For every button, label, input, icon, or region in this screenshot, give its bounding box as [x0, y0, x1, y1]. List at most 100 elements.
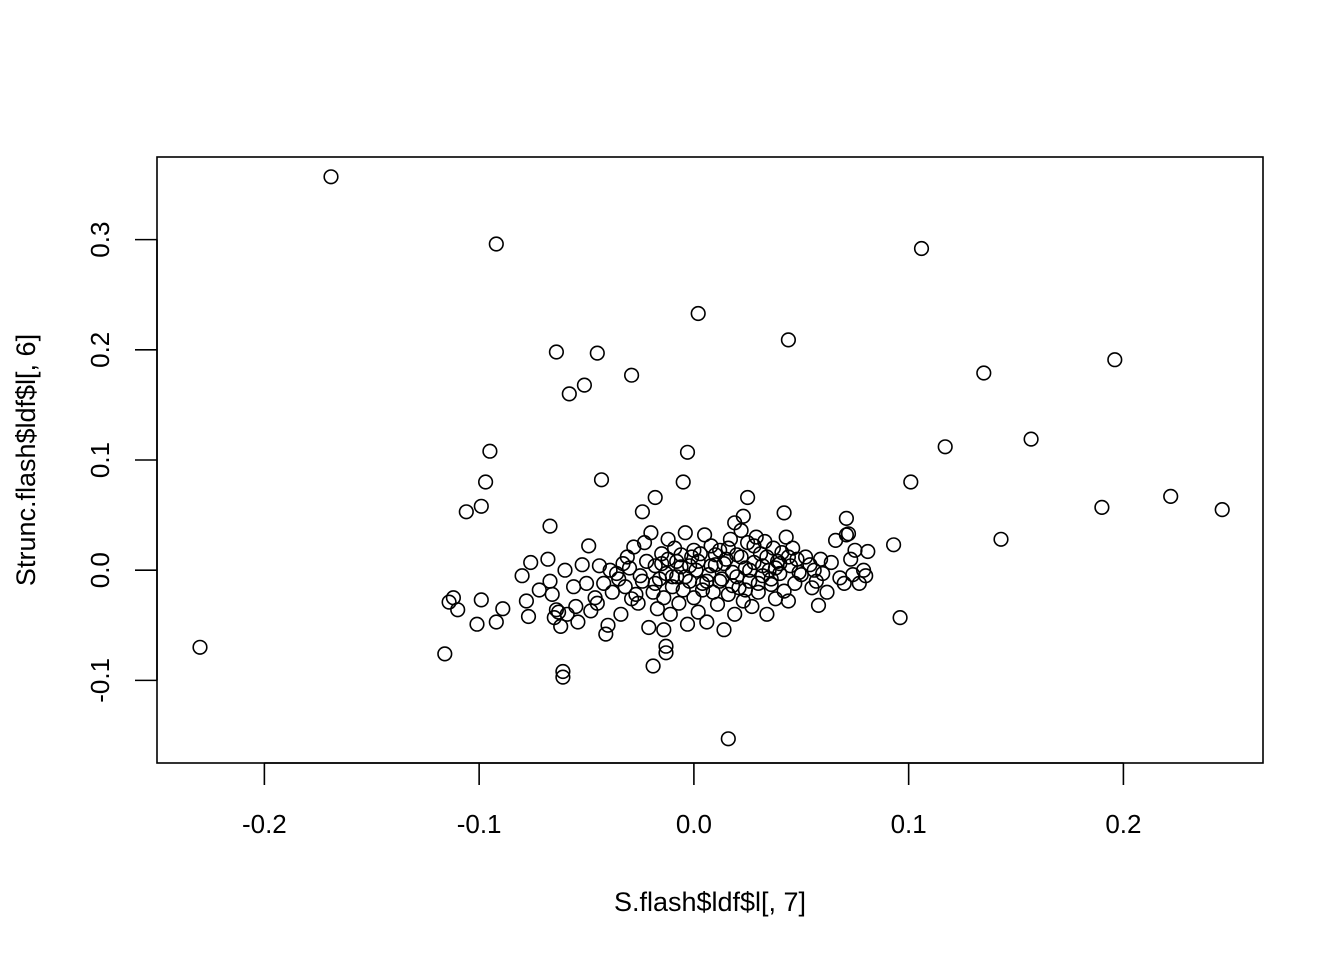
- data-point: [458, 504, 474, 520]
- data-point: [548, 344, 565, 360]
- data-point: [720, 731, 736, 747]
- y-tick-label: 0.1: [85, 442, 115, 478]
- data-point: [664, 579, 681, 595]
- data-point: [441, 594, 457, 610]
- data-point: [469, 616, 485, 632]
- data-point: [735, 593, 751, 609]
- data-point: [729, 569, 745, 585]
- data-point: [615, 555, 631, 572]
- data-point: [553, 618, 569, 635]
- data-point: [596, 575, 612, 592]
- data-point: [847, 542, 863, 558]
- data-point: [656, 590, 672, 606]
- data-point: [611, 571, 627, 587]
- data-point: [722, 531, 739, 547]
- x-tick-label: 0.2: [1105, 809, 1141, 839]
- data-point: [780, 549, 797, 565]
- data-point: [647, 489, 663, 506]
- data-point: [1163, 488, 1179, 505]
- data-point: [623, 367, 640, 383]
- data-point: [581, 538, 597, 554]
- data-point: [776, 583, 792, 599]
- data-point: [578, 575, 595, 592]
- x-tick-label: -0.1: [457, 809, 502, 839]
- data-point: [690, 305, 706, 322]
- data-point: [733, 549, 749, 565]
- x-tick-label: -0.2: [242, 809, 287, 839]
- data-point: [720, 540, 736, 556]
- data-point: [797, 549, 814, 565]
- data-point: [765, 540, 782, 556]
- data-point: [641, 619, 657, 636]
- data-point: [647, 575, 663, 592]
- data-point: [823, 554, 839, 571]
- data-point: [192, 639, 208, 655]
- y-axis-label: Strunc.flash$ldf$l[, 6]: [11, 334, 41, 586]
- data-point: [323, 169, 339, 185]
- data-point: [555, 669, 571, 685]
- data-point: [671, 595, 687, 611]
- data-point: [561, 386, 577, 402]
- data-point: [649, 601, 666, 617]
- y-tick-label: 0.2: [85, 332, 115, 368]
- data-point: [473, 592, 489, 608]
- data-point: [694, 582, 711, 598]
- data-point: [827, 532, 844, 549]
- data-point: [662, 606, 678, 622]
- data-point: [739, 489, 756, 506]
- data-point: [731, 580, 747, 596]
- data-point: [791, 564, 807, 581]
- data-point: [1214, 502, 1230, 518]
- data-point: [568, 598, 584, 615]
- y-tick-label: 0.3: [85, 222, 115, 258]
- x-axis-label: S.flash$ldf$l[, 7]: [614, 887, 806, 917]
- data-point: [518, 593, 535, 609]
- data-point: [632, 568, 648, 584]
- data-point: [679, 616, 696, 632]
- data-point: [645, 658, 661, 674]
- data-point: [993, 531, 1009, 547]
- data-point: [636, 534, 653, 551]
- data-point: [658, 645, 674, 661]
- data-point: [555, 663, 571, 680]
- data-point: [450, 602, 466, 618]
- data-point: [589, 595, 605, 611]
- data-point: [677, 525, 693, 541]
- data-point: [565, 579, 582, 595]
- data-point: [690, 604, 706, 620]
- data-point: [780, 593, 797, 609]
- data-point: [748, 529, 764, 545]
- data-point: [628, 586, 644, 603]
- data-point: [840, 526, 857, 542]
- data-point: [495, 601, 511, 617]
- data-point: [647, 558, 663, 574]
- data-point: [550, 604, 567, 620]
- data-point: [810, 597, 827, 614]
- data-point: [976, 365, 992, 381]
- data-point: [716, 555, 732, 572]
- data-point: [759, 549, 775, 565]
- data-point: [709, 596, 726, 612]
- data-point: [815, 565, 831, 582]
- data-point: [604, 584, 620, 600]
- data-point: [742, 562, 758, 578]
- data-point: [714, 571, 730, 587]
- data-point: [478, 474, 494, 490]
- data-point: [720, 586, 736, 603]
- data-point: [574, 557, 590, 573]
- data-point: [570, 614, 586, 630]
- data-point: [559, 606, 575, 622]
- data-point: [675, 474, 691, 490]
- data-point: [623, 591, 640, 607]
- data-point: [638, 553, 655, 570]
- y-tick-label: -0.1: [85, 658, 115, 703]
- data-point: [1094, 499, 1110, 516]
- data-point: [735, 508, 751, 524]
- data-point: [885, 537, 902, 553]
- data-point: [542, 518, 558, 534]
- data-point: [613, 606, 629, 622]
- data-point: [937, 439, 953, 455]
- data-point: [858, 568, 874, 584]
- x-tick-label: 0.1: [891, 809, 927, 839]
- data-point: [540, 551, 556, 567]
